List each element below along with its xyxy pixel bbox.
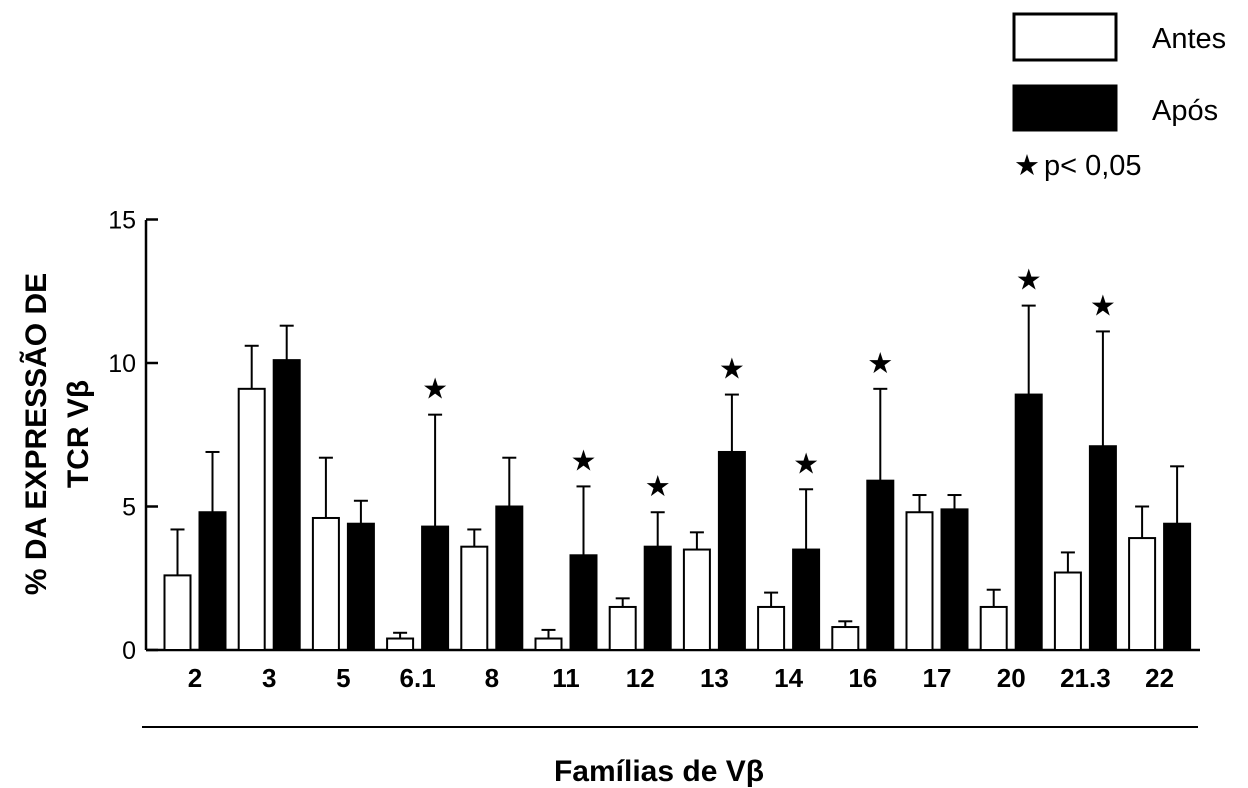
category-label-6.1: 6.1 <box>400 663 436 693</box>
category-label-13: 13 <box>700 663 729 693</box>
category-labels: 2 3 5 6.1 8 11 12 13 14 16 17 20 21.3 22 <box>188 663 1174 693</box>
bar-antes-21.3 <box>1053 571 1082 652</box>
legend-label-apos: Após <box>1152 95 1218 127</box>
y-axis-title-line-2: TCR Vβ <box>62 380 95 488</box>
category-label-11: 11 <box>552 663 580 693</box>
bar-apos-12 <box>643 545 672 651</box>
y-axis-title: % DA EXPRESSÃO DE TCR Vβ <box>19 273 95 595</box>
bar-antes-16 <box>831 626 860 651</box>
y-axis-title-line-1: % DA EXPRESSÃO DE <box>19 273 53 595</box>
legend: Antes Após ★ p< 0,05 <box>1012 12 1226 182</box>
category-label-14: 14 <box>774 663 803 693</box>
significance-star-icon: ★ <box>645 471 671 503</box>
bar-apos-14 <box>792 548 821 651</box>
bar-apos-21.3 <box>1088 445 1117 652</box>
error-bars <box>170 304 1185 639</box>
bar-apos-5 <box>346 522 375 651</box>
bar-apos-6.1 <box>421 525 450 652</box>
significance-star-icon: ★ <box>1016 265 1042 297</box>
y-tick-label: 15 <box>108 207 136 235</box>
bar-antes-13 <box>682 548 711 651</box>
y-tick-label: 10 <box>108 350 136 378</box>
bar-antes-5 <box>311 516 340 651</box>
legend-swatch-apos <box>1012 84 1118 132</box>
bar-apos-3 <box>272 359 301 651</box>
bar-apos-11 <box>569 554 598 651</box>
bar-antes-17 <box>905 511 934 651</box>
legend-significance-label: p< 0,05 <box>1044 150 1142 182</box>
x-axis-title: Famílias de Vβ <box>554 755 764 788</box>
bars <box>163 359 1192 652</box>
category-label-2: 2 <box>188 663 202 693</box>
bar-antes-12 <box>608 605 637 652</box>
bar-antes-8 <box>460 545 489 651</box>
legend-swatch-antes <box>1012 12 1118 62</box>
significance-star-icon: ★ <box>571 445 597 477</box>
category-label-16: 16 <box>848 663 877 693</box>
significance-star-icon: ★ <box>793 448 819 480</box>
bar-antes-20 <box>979 605 1008 652</box>
category-label-17: 17 <box>923 663 952 693</box>
bar-antes-2 <box>163 574 192 652</box>
bar-apos-16 <box>866 479 895 652</box>
category-label-21.3: 21.3 <box>1060 663 1111 693</box>
legend-label-antes: Antes <box>1152 23 1226 55</box>
bar-apos-17 <box>940 508 969 651</box>
category-label-5: 5 <box>336 663 350 693</box>
legend-star-icon: ★ <box>1014 150 1040 182</box>
bar-apos-13 <box>717 450 746 651</box>
category-label-20: 20 <box>997 663 1026 693</box>
bar-apos-20 <box>1014 393 1043 651</box>
bar-antes-14 <box>757 605 786 652</box>
bar-antes-3 <box>237 387 266 651</box>
bar-antes-11 <box>534 637 563 652</box>
category-label-8: 8 <box>485 663 499 693</box>
category-label-3: 3 <box>262 663 276 693</box>
category-label-12: 12 <box>626 663 655 693</box>
category-label-22: 22 <box>1145 663 1174 693</box>
bar-apos-8 <box>495 505 524 651</box>
y-ticks: 0 5 10 15 <box>108 207 158 665</box>
bar-apos-22 <box>1163 522 1192 651</box>
significance-star-icon: ★ <box>719 354 745 386</box>
bar-antes-22 <box>1128 537 1157 652</box>
bar-apos-2 <box>198 511 227 651</box>
significance-star-icon: ★ <box>422 374 448 406</box>
significance-star-icon: ★ <box>1090 290 1116 322</box>
y-tick-label: 0 <box>122 637 136 665</box>
bar-antes-6.1 <box>386 637 415 652</box>
significance-star-icon: ★ <box>867 348 893 380</box>
significance-stars: ★ ★ ★ ★ ★ ★ ★ ★ <box>422 265 1116 504</box>
y-tick-label: 5 <box>122 494 136 522</box>
